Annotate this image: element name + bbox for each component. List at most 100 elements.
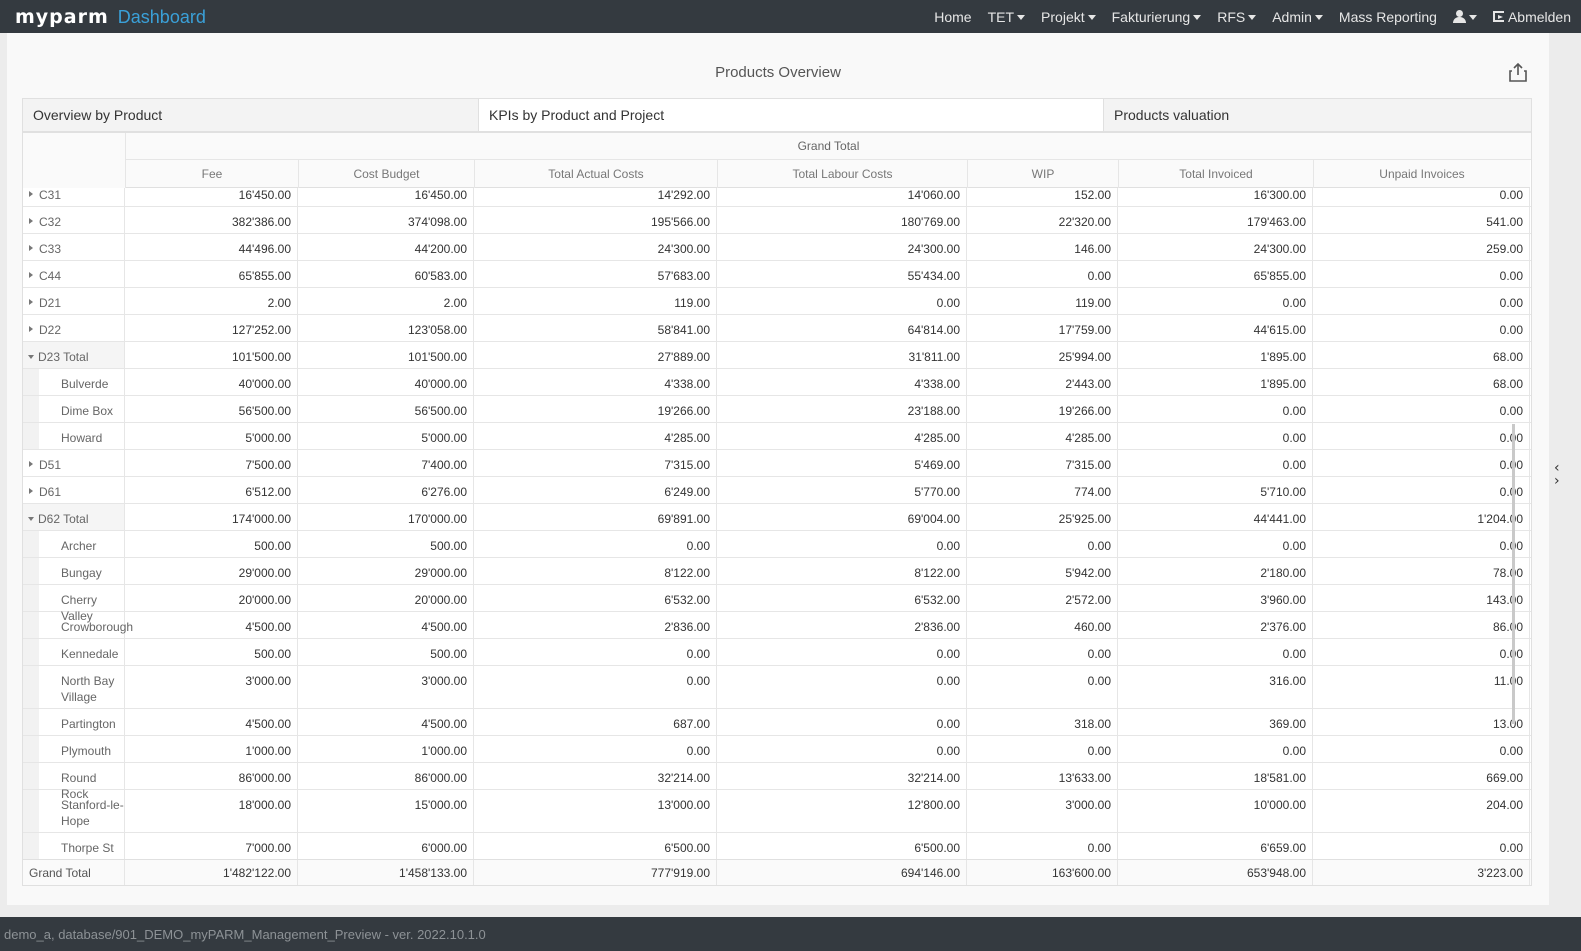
table-cell: 0.00 [1313, 736, 1530, 762]
vertical-scrollbar[interactable] [1512, 424, 1515, 724]
table-cell: 24'300.00 [474, 234, 717, 260]
table-cell: 0.00 [474, 531, 717, 557]
row-label: North Bay Village [23, 666, 125, 708]
table-cell: 382'386.00 [125, 207, 298, 233]
nav-item-tet[interactable]: TET [980, 0, 1033, 33]
tab-kpis-by-product-and-project[interactable]: KPIs by Product and Project [479, 99, 1104, 131]
expand-icon[interactable] [29, 299, 33, 305]
nav-item-mass-reporting[interactable]: Mass Reporting [1331, 0, 1445, 33]
table-cell: 29'000.00 [298, 558, 474, 584]
table-cell: 20'000.00 [125, 585, 298, 611]
nav-item-fakturierung[interactable]: Fakturierung [1104, 0, 1210, 33]
table-cell: 179'463.00 [1118, 207, 1313, 233]
table-cell: 5'942.00 [967, 558, 1118, 584]
status-text: demo_a, database/901_DEMO_myPARM_Managem… [4, 926, 486, 942]
nav-menu: Home TET Projekt Fakturierung RFS Admin Mass R… [926, 0, 1575, 33]
row-group-label[interactable]: C31 [23, 188, 125, 206]
grand-total-label: Grand Total [23, 860, 125, 885]
nav-item-home[interactable]: Home [926, 0, 979, 33]
column-header-total-invoiced[interactable]: Total Invoiced [1118, 160, 1313, 188]
table-cell: 3'000.00 [125, 666, 298, 708]
table-row: D23 Total 101'500.00 101'500.00 27'889.00 31… [23, 342, 1531, 369]
column-header-fee[interactable]: Fee [125, 160, 298, 188]
table-cell: 119.00 [474, 288, 717, 314]
export-button[interactable] [1507, 62, 1529, 84]
table-cell: 69'004.00 [717, 504, 967, 530]
row-label-text: Plymouth [61, 744, 112, 758]
brand-app-name[interactable]: Dashboard [117, 6, 206, 27]
table-cell: 0.00 [967, 639, 1118, 665]
table-cell: 1'895.00 [1118, 369, 1313, 395]
table-row: Plymouth 1'000.00 1'000.00 0.00 0.00 0.00 0.00… [23, 736, 1531, 763]
row-label: Crowborough [23, 612, 133, 638]
tab-overview-by-product[interactable]: Overview by Product [23, 99, 479, 131]
table-row: D21 2.00 2.00 119.00 0.00 119.00 0.00 0.00 [23, 288, 1531, 315]
expand-icon[interactable] [29, 245, 33, 251]
table-cell: 0.00 [1313, 833, 1530, 859]
row-group-label[interactable]: C33 [23, 234, 125, 260]
row-label-text: Archer [61, 539, 97, 553]
table-cell: 17'759.00 [967, 315, 1118, 341]
row-group-label[interactable]: D61 [23, 477, 125, 503]
header-grand-total: Grand Total [125, 133, 1531, 160]
nav-item-rfs[interactable]: RFS [1209, 0, 1264, 33]
brand[interactable]: myparm Dashboard [15, 6, 206, 28]
brand-logo[interactable]: myparm [15, 5, 109, 28]
table-cell: 57'683.00 [474, 261, 717, 287]
table-cell: 60'583.00 [298, 261, 474, 287]
caret-down-icon [1087, 14, 1096, 20]
side-panel-toggle[interactable]: ‹ › [1554, 461, 1568, 492]
row-label-text: C44 [39, 269, 62, 283]
table-row: D51 7'500.00 7'400.00 7'315.00 5'469.00 7'315… [23, 450, 1531, 477]
table-cell: 6'512.00 [125, 477, 298, 503]
column-header-cost-budget[interactable]: Cost Budget [298, 160, 474, 188]
nav-item-label: Mass Reporting [1338, 8, 1437, 25]
row-group-label[interactable]: D23 Total [23, 342, 125, 368]
row-group-label[interactable]: D51 [23, 450, 125, 476]
column-header-wip[interactable]: WIP [967, 160, 1118, 188]
row-group-label[interactable]: D21 [23, 288, 125, 314]
table-cell: 68.00 [1313, 369, 1530, 395]
table-row: D22 127'252.00 123'058.00 58'841.00 64'814.0… [23, 315, 1531, 342]
collapse-icon[interactable] [28, 517, 34, 521]
row-group-label[interactable]: C44 [23, 261, 125, 287]
nav-item-projekt[interactable]: Projekt [1033, 0, 1104, 33]
share-export-icon [1509, 62, 1527, 82]
row-label-text: Bulverde [61, 377, 109, 391]
nav-item-admin[interactable]: Admin [1264, 0, 1331, 33]
table-cell: 6'532.00 [474, 585, 717, 611]
table-cell: 119.00 [967, 288, 1118, 314]
row-group-label[interactable]: D22 [23, 315, 125, 341]
table-cell: 69'891.00 [474, 504, 717, 530]
expand-icon[interactable] [29, 488, 33, 494]
table-row: Stanford-le-Hope 18'000.00 15'000.00 13'000… [23, 790, 1531, 833]
expand-icon[interactable] [29, 461, 33, 467]
nav-item-label: Home [934, 8, 972, 25]
column-header-total-actual-costs[interactable]: Total Actual Costs [474, 160, 717, 188]
table-cell: 68.00 [1313, 342, 1530, 368]
table-cell: 180'769.00 [717, 207, 967, 233]
signout-link[interactable]: Abmelden [1485, 0, 1575, 33]
row-group-label[interactable]: D62 Total [23, 504, 125, 530]
table-cell: 44'441.00 [1118, 504, 1313, 530]
table-cell: 0.00 [474, 639, 717, 665]
expand-icon[interactable] [29, 218, 33, 224]
grid-body[interactable]: C31 16'450.00 16'450.00 14'292.00 14'060.00 1… [23, 188, 1531, 859]
column-header-total-labour-costs[interactable]: Total Labour Costs [717, 160, 967, 188]
table-cell: 86'000.00 [125, 763, 298, 789]
expand-icon[interactable] [29, 272, 33, 278]
table-cell: 170'000.00 [298, 504, 474, 530]
collapse-icon[interactable] [28, 355, 34, 359]
caret-down-icon [1248, 14, 1257, 20]
table-cell: 0.00 [474, 736, 717, 762]
tab-products-valuation[interactable]: Products valuation [1114, 107, 1230, 123]
table-cell: 174'000.00 [125, 504, 298, 530]
expand-icon[interactable] [29, 191, 33, 197]
table-cell: 86.00 [1313, 612, 1530, 638]
user-menu[interactable] [1445, 0, 1485, 33]
table-cell: 0.00 [967, 531, 1118, 557]
column-header-unpaid-invoices[interactable]: Unpaid Invoices [1313, 160, 1530, 188]
table-cell: 29'000.00 [125, 558, 298, 584]
expand-icon[interactable] [29, 326, 33, 332]
row-group-label[interactable]: C32 [23, 207, 125, 233]
